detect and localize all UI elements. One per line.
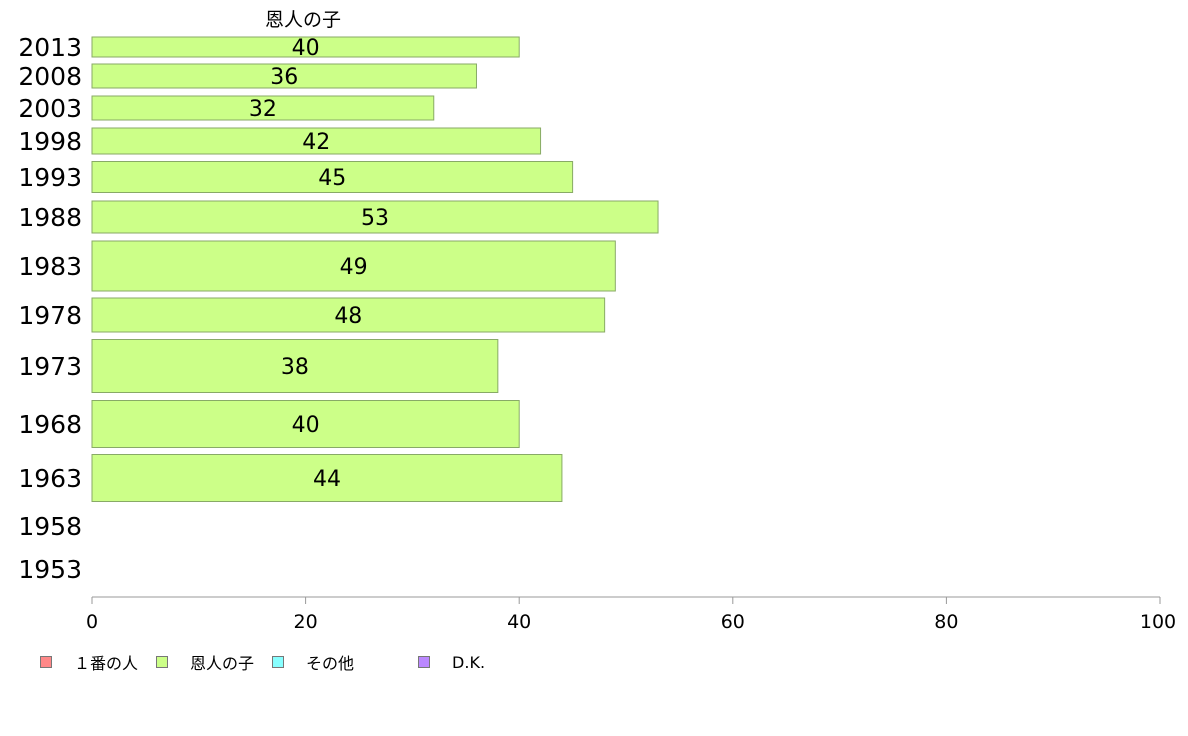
data-label: 53 [361,206,389,231]
data-label: 38 [281,355,309,380]
bars-group: 40 36 32 42 45 53 49 48 38 40 44 [91,36,659,502]
bar [91,454,563,502]
legend-label: 恩人の子 [190,654,255,673]
y-tick-label: 1973 [18,352,82,381]
x-tick-label: 40 [507,611,531,633]
bar [91,297,606,333]
y-tick-label: 1988 [18,203,82,232]
legend-swatch [40,656,52,668]
legend-swatch [156,656,169,668]
y-tick-label: 1958 [18,512,82,541]
x-axis: 0 20 40 60 80 100 [86,596,1176,633]
y-tick-label: 1953 [18,555,82,584]
data-label: 42 [302,130,330,155]
bar [91,63,477,89]
chart-title: 恩人の子 [265,9,341,31]
data-label: 49 [340,255,368,280]
legend-item: １番の人 [40,650,138,674]
y-tick-label: 1983 [18,252,82,281]
data-label: 40 [292,36,320,61]
bar [91,95,435,121]
legend: １番の人 恩人の子 その他 D.K. [40,650,485,674]
bar [91,161,574,193]
y-tick-label: 2013 [18,33,82,62]
legend-label: D.K. [452,652,486,672]
data-label: 48 [334,304,362,329]
data-label: 40 [292,413,320,438]
data-label: 45 [318,166,346,191]
x-tick-label: 0 [86,611,98,633]
legend-label: その他 [306,654,355,673]
legend-item: D.K. [418,653,485,672]
legend-swatch [272,656,285,668]
y-tick-label: 1968 [18,410,82,439]
bar [91,36,520,58]
bar [91,200,659,234]
bar [91,339,499,393]
bar [91,400,520,448]
legend-item: その他 [272,650,354,674]
bar [91,240,616,292]
data-label: 36 [270,65,298,90]
y-tick-label: 1998 [18,127,82,156]
y-tick-label: 1993 [18,163,82,192]
x-tick-label: 100 [1140,611,1176,633]
x-tick-label: 80 [934,611,958,633]
y-tick-label: 1963 [18,464,82,493]
y-tick-label: 2003 [18,94,82,123]
legend-label: １番の人 [74,654,139,673]
legend-item: 恩人の子 [156,650,254,674]
y-tick-label: 1978 [18,301,82,330]
legend-swatch [418,656,431,668]
x-tick-label: 20 [294,611,318,633]
y-tick-label: 2008 [18,62,82,91]
data-label: 32 [249,97,277,122]
x-tick-label: 60 [721,611,745,633]
data-label: 44 [313,467,341,492]
bar [91,127,542,155]
